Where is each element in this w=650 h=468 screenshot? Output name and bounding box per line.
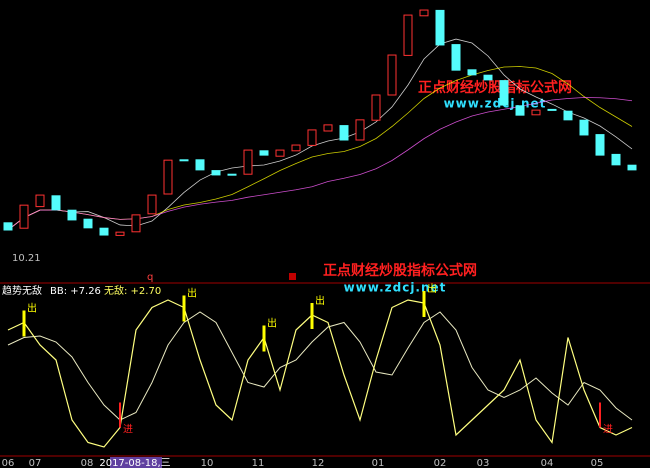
candle [35, 194, 45, 208]
candle [163, 159, 173, 195]
candle [419, 9, 429, 17]
candle [563, 110, 573, 121]
candle [531, 109, 541, 116]
indicator-name: 趋势无敌 [2, 284, 42, 297]
candle [179, 159, 189, 162]
moving-average [7, 38, 633, 231]
candle [451, 44, 461, 71]
candle [579, 119, 589, 136]
candle [355, 119, 365, 141]
x-tick-label: 12 [312, 458, 325, 468]
candle [547, 108, 557, 111]
candle [403, 14, 413, 56]
candle [67, 209, 77, 221]
candle [323, 124, 333, 132]
date-highlight [110, 457, 162, 468]
candle [627, 164, 637, 171]
candle [435, 9, 445, 46]
sell-label: 出 [187, 287, 197, 300]
candle [227, 173, 237, 176]
indicator-wd: 无敌: +2.70 [104, 284, 161, 297]
oscillator-line [7, 299, 633, 448]
watermark-title: 正点财经炒股指标公式网 [323, 262, 477, 279]
indicator-bb: BB: +7.26 [50, 286, 101, 297]
candle [483, 74, 493, 81]
marker: q [147, 272, 153, 283]
candle [243, 149, 253, 175]
x-tick-label: 07 [29, 458, 42, 468]
candle [307, 129, 317, 146]
candle [211, 170, 221, 176]
x-tick-label: 03 [477, 458, 490, 468]
price-label: 10.21 [12, 253, 41, 264]
watermark-url: www.zdcj.net [344, 281, 447, 295]
watermark-title: 正点财经炒股指标公式网 [418, 79, 572, 96]
candle [387, 54, 397, 96]
watermark-url: www.zdcj.net [444, 97, 547, 111]
candle [499, 80, 509, 106]
candle [83, 218, 93, 229]
buy-label: 进 [603, 424, 613, 436]
candle [467, 69, 477, 76]
candle [195, 159, 205, 171]
sell-label: 出 [267, 317, 277, 330]
candle [115, 231, 125, 236]
candle [51, 195, 61, 211]
candle [275, 149, 285, 157]
x-tick-label: 06 [2, 458, 15, 468]
oscillator-line [7, 311, 633, 421]
candle [3, 222, 13, 231]
candle [131, 214, 141, 233]
moving-average [7, 97, 633, 231]
marker-icon [289, 273, 296, 280]
x-tick-label: 11 [252, 458, 265, 468]
candle [291, 144, 301, 152]
x-tick-label: 10 [201, 458, 214, 468]
x-tick-label: 2017-08-18,三 [99, 458, 170, 468]
candle [595, 134, 605, 156]
candle [19, 204, 29, 229]
candle [611, 153, 621, 166]
candle [259, 150, 269, 156]
candle [99, 227, 109, 236]
candle [371, 94, 381, 121]
sell-label: 出 [27, 302, 37, 315]
x-tick-label: 08 [81, 458, 94, 468]
x-tick-label: 04 [541, 458, 554, 468]
sell-label: 出 [315, 294, 325, 307]
candle [515, 105, 525, 116]
buy-label: 进 [123, 424, 133, 436]
x-tick-label: 01 [372, 458, 385, 468]
sell-label: 出 [427, 282, 437, 295]
x-tick-label: 05 [591, 458, 604, 468]
x-tick-label: 02 [434, 458, 447, 468]
candle [147, 194, 157, 215]
candle [339, 125, 349, 141]
